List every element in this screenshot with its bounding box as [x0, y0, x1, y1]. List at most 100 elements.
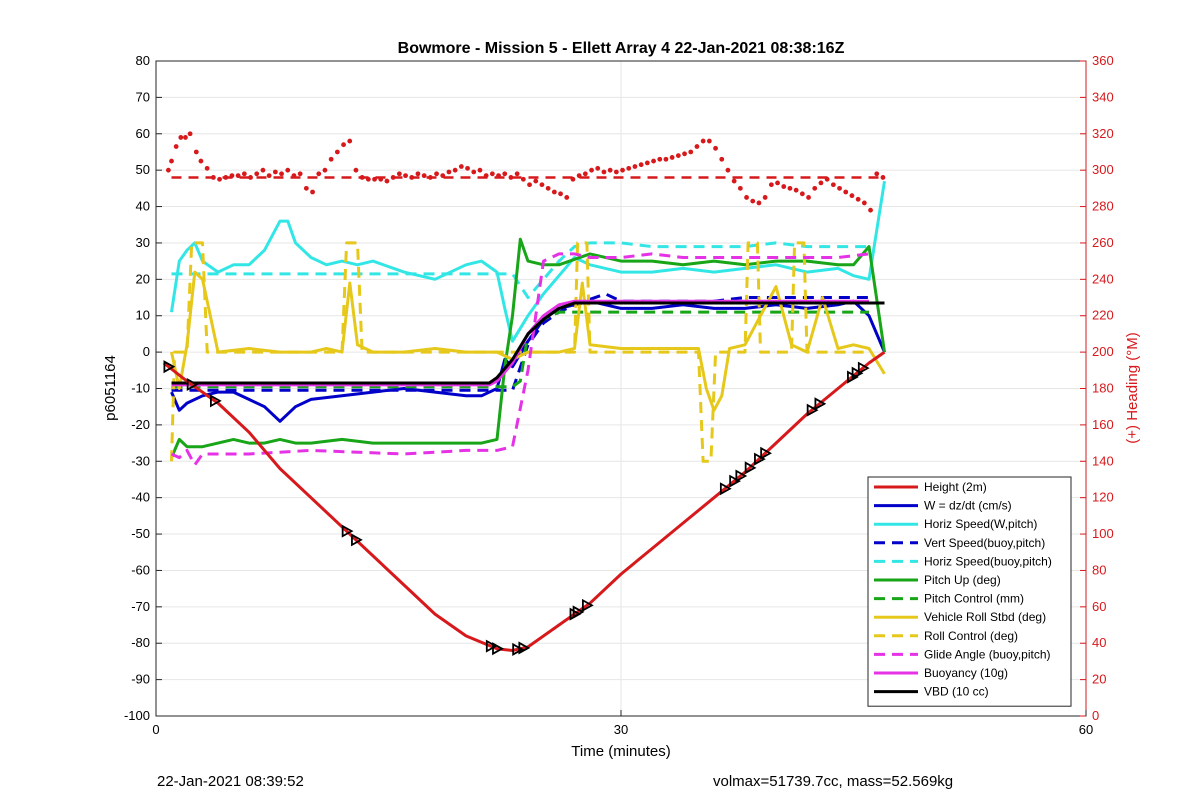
- heading-point: [434, 171, 439, 177]
- heading-point: [651, 158, 656, 164]
- chart-title: Bowmore - Mission 5 - Ellett Array 4 22-…: [398, 40, 845, 57]
- heading-point: [576, 173, 582, 179]
- heading-point: [545, 185, 551, 191]
- series-layer: [162, 176, 886, 652]
- heading-point: [427, 175, 433, 180]
- heading-point: [303, 185, 309, 191]
- heading-point: [178, 135, 184, 140]
- height-marker: [492, 642, 504, 656]
- height-marker: [186, 377, 199, 392]
- heading-point: [173, 144, 179, 149]
- heading-point: [217, 176, 222, 182]
- height-markers: [163, 360, 870, 656]
- heading-point: [458, 164, 464, 169]
- heading-point: [657, 156, 663, 162]
- y-tick-label: 40: [136, 199, 150, 214]
- y2-tick-label: 160: [1092, 417, 1114, 432]
- y2-tick-label: 140: [1092, 453, 1114, 468]
- heading-point: [297, 171, 303, 177]
- heading-point: [372, 176, 377, 182]
- heading-point: [477, 167, 483, 173]
- heading-point: [403, 173, 408, 179]
- legend-box: [867, 476, 1072, 707]
- heading-point: [868, 207, 873, 213]
- series-line-vehicle-roll-stbd-deg: [170, 270, 886, 412]
- y-tick-label: 80: [136, 53, 150, 68]
- legend-label: Horiz Speed(buoy,pitch): [924, 554, 1052, 568]
- heading-point: [750, 198, 756, 204]
- footer-volmax-mass: volmax=51739.7cc, mass=52.569kg: [713, 773, 954, 790]
- heading-point: [830, 182, 836, 188]
- y2-tick-label: 260: [1092, 235, 1114, 250]
- heading-point: [706, 138, 712, 144]
- heading-point: [409, 175, 415, 180]
- legend-label: Vert Speed(buoy,pitch): [924, 536, 1045, 550]
- heading-point: [229, 173, 235, 179]
- y2-axis-ticks: 0 20 40 60 80 100 120 140 160 180 200 220 240 260 280 3…: [1080, 53, 1114, 723]
- heading-point: [378, 176, 384, 182]
- heading-point: [285, 167, 291, 173]
- y-axis-label: p6051164: [102, 355, 119, 421]
- height-marker: [351, 533, 363, 547]
- height-marker: [857, 361, 870, 375]
- y-tick-label: -50: [131, 526, 150, 541]
- y2-tick-label: 20: [1092, 672, 1106, 687]
- heading-point: [198, 158, 204, 164]
- y2-tick-label: 100: [1092, 526, 1114, 541]
- heading-point: [812, 185, 818, 191]
- heading-point: [806, 195, 811, 200]
- heading-point: [334, 149, 340, 155]
- heading-point: [589, 167, 594, 173]
- height-marker: [719, 482, 732, 496]
- height-marker: [163, 360, 176, 374]
- heading-point: [582, 171, 588, 177]
- heading-point: [855, 196, 861, 202]
- heading-point: [551, 189, 557, 195]
- heading-point: [291, 173, 297, 179]
- y2-tick-label: 220: [1092, 308, 1114, 323]
- height-marker: [729, 474, 742, 488]
- heading-point: [713, 145, 718, 151]
- heading-point: [359, 175, 365, 180]
- heading-point: [235, 173, 241, 179]
- series-line-horiz-speed-w-pitch: [170, 180, 886, 343]
- heading-point: [626, 165, 632, 171]
- height-marker: [572, 605, 585, 619]
- legend-label: VBD (10 cc): [924, 685, 989, 699]
- y-tick-label: -40: [131, 490, 150, 505]
- heading-point: [465, 165, 470, 171]
- heading-point: [539, 182, 545, 188]
- y-tick-label: -90: [131, 672, 150, 687]
- heading-point: [169, 158, 174, 164]
- y2-tick-label: 0: [1092, 708, 1099, 723]
- heading-point: [353, 167, 359, 173]
- heading-point: [328, 156, 334, 162]
- heading-point: [508, 175, 514, 180]
- heading-point: [166, 167, 171, 173]
- heading-point: [787, 185, 793, 191]
- legend-label: Buoyancy (10g): [924, 666, 1008, 680]
- series-line-horiz-speed-buoy-pitch: [171, 241, 869, 299]
- y2-tick-label: 120: [1092, 490, 1114, 505]
- heading-point: [756, 200, 762, 206]
- legend-label: Vehicle Roll Stbd (deg): [924, 610, 1046, 624]
- heading-point: [620, 167, 625, 173]
- heading-point: [272, 169, 278, 175]
- height-marker: [735, 469, 748, 483]
- heading-point: [415, 171, 421, 177]
- legend-label: Pitch Control (mm): [924, 592, 1024, 606]
- heading-point: [799, 191, 805, 197]
- heading-point: [421, 173, 427, 179]
- heading-point: [384, 178, 390, 184]
- heading-point: [322, 167, 328, 173]
- heading-point: [483, 173, 489, 179]
- heading-point: [440, 173, 446, 179]
- heading-point: [396, 171, 402, 177]
- legend-label: Pitch Up (deg): [924, 573, 1001, 587]
- heading-point: [316, 171, 322, 177]
- y2-tick-label: 320: [1092, 126, 1114, 141]
- heading-point: [663, 156, 669, 162]
- series-line-w-dz-dt-cm-s: [170, 299, 886, 423]
- heading-point: [793, 187, 799, 193]
- legend-label: W = dz/dt (cm/s): [924, 499, 1012, 513]
